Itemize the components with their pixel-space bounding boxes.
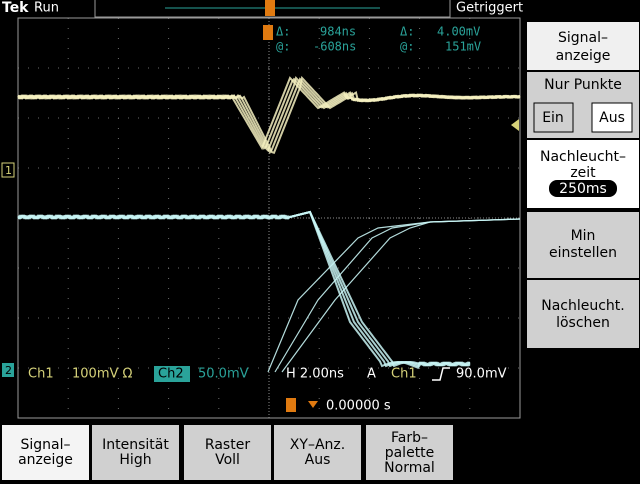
persistence-value-pill <box>549 180 617 197</box>
ch1-label: Ch1 <box>28 367 54 382</box>
persistence-value: 250ms <box>559 181 607 197</box>
menu-button-label[interactable]: High <box>119 452 151 468</box>
trigger-window <box>94 0 451 18</box>
menu-button-label[interactable]: Normal <box>384 460 435 476</box>
menu-button-label[interactable]: Intensität <box>102 437 169 453</box>
waveforms <box>17 75 521 373</box>
trigger-level-arrow <box>511 119 519 131</box>
menu-button-label[interactable]: XY–Anz. <box>290 437 345 453</box>
cursor-readout: Δ: <box>276 25 290 39</box>
ch2-marker-box <box>2 363 14 377</box>
trigger-status: Getriggert <box>456 1 523 16</box>
min-button[interactable] <box>527 212 639 278</box>
trigger-t-icon <box>286 398 296 412</box>
menu-button-label[interactable]: Signal– <box>20 437 70 453</box>
option-button[interactable] <box>533 102 574 133</box>
trigger-source: Ch1 <box>391 367 417 382</box>
min-label[interactable]: Min <box>571 228 596 244</box>
persistence-label[interactable]: zeit <box>570 165 596 181</box>
option-button-selected[interactable] <box>591 102 633 133</box>
cursor-readout: @: <box>400 40 414 54</box>
menu-button[interactable] <box>366 425 453 480</box>
menu-button-label[interactable]: Voll <box>215 452 240 468</box>
cursor-readout: 984ns <box>320 25 356 39</box>
cursor-readout: 4.00mV <box>437 25 480 39</box>
persistence-label[interactable]: Nachleucht– <box>540 149 626 165</box>
trigger-slope-icon <box>432 367 450 381</box>
trigger-position: 0.00000 s <box>326 399 391 414</box>
cursor-readout: @: <box>276 40 290 54</box>
trigger-position-marker <box>265 0 275 16</box>
run-state: Run <box>34 1 59 16</box>
trigger-t-icon <box>263 25 273 40</box>
ch2-label-box <box>154 366 190 382</box>
ch2-marker: 2 <box>5 364 12 377</box>
ch2-scale: 50.0mV <box>198 367 249 382</box>
cursor-readout: -608ns <box>313 40 356 54</box>
menu-button[interactable] <box>184 425 271 480</box>
clear-label[interactable]: löschen <box>556 315 610 331</box>
side-menu-title-box <box>527 22 639 70</box>
trigger-mode: A <box>367 367 376 382</box>
ch2-label: Ch2 <box>158 367 184 382</box>
menu-button[interactable] <box>274 425 361 480</box>
cursor-readout: 151mV <box>445 40 481 54</box>
trigger-level: 90.0mV <box>456 367 507 382</box>
brand: Tek <box>2 0 29 16</box>
horizontal-scale: H 2.00ns <box>286 367 344 382</box>
dots-label: Nur Punkte <box>544 77 622 93</box>
side-menu-title: Signal– <box>558 30 608 46</box>
menu-button-label[interactable]: anzeige <box>18 452 73 468</box>
trigger-arrow-icon <box>308 401 318 408</box>
cursor-readout: Δ: <box>400 25 414 39</box>
min-label[interactable]: einstellen <box>549 245 617 261</box>
menu-button[interactable] <box>92 425 179 480</box>
ch2-trace <box>17 210 471 368</box>
menu-button-selected[interactable] <box>2 425 89 480</box>
ch1-marker: 1 <box>5 164 12 177</box>
ch2-trace <box>281 218 521 373</box>
menu-button-label[interactable]: Aus <box>305 452 331 468</box>
option-label[interactable]: Ein <box>542 110 564 126</box>
ch1-marker-box <box>1 162 15 178</box>
ch1-trace <box>17 75 521 155</box>
option-label[interactable]: Aus <box>599 110 625 126</box>
side-menu-title: anzeige <box>556 48 611 64</box>
ch1-scale: 100mV Ω <box>72 367 133 382</box>
menu-button-label[interactable]: palette <box>385 445 435 461</box>
menu-button-label[interactable]: Farb– <box>391 430 428 446</box>
clear-label[interactable]: Nachleucht. <box>541 298 625 314</box>
clear-button[interactable] <box>527 280 639 348</box>
menu-button-label[interactable]: Raster <box>205 437 250 453</box>
